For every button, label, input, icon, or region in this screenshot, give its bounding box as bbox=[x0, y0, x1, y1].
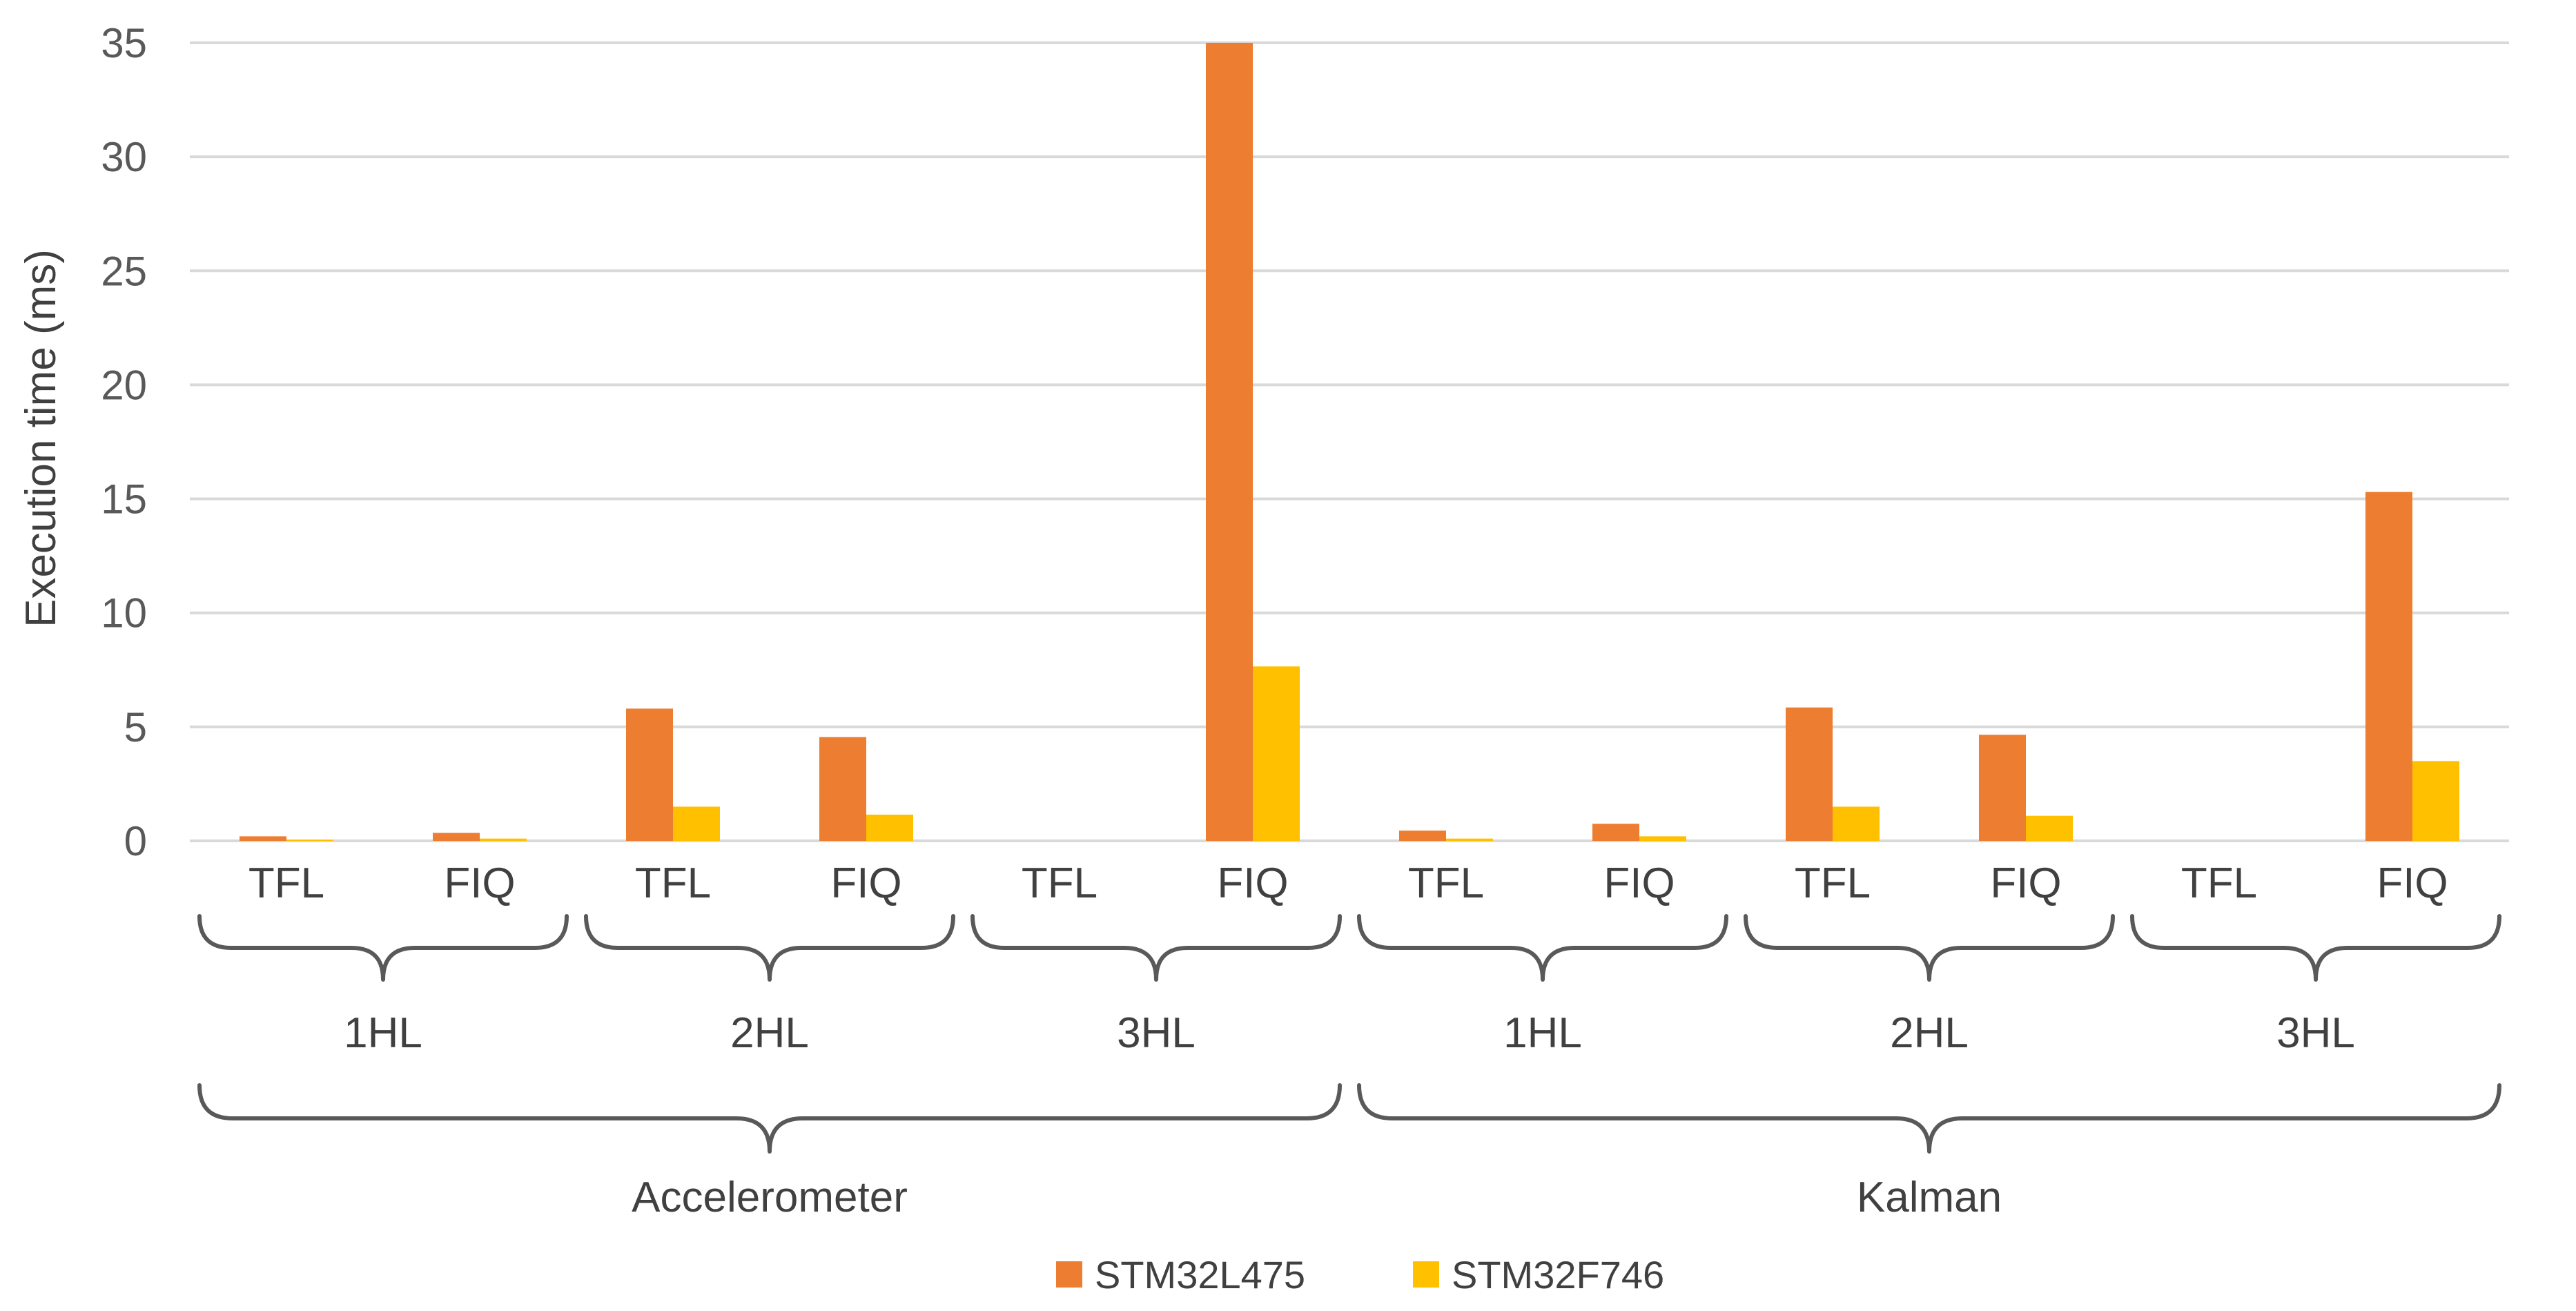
group-label: Accelerometer bbox=[632, 1174, 908, 1221]
bar-stm32l475 bbox=[240, 836, 286, 841]
category-label: TFL bbox=[635, 860, 711, 907]
subgroup-label: 2HL bbox=[730, 1009, 809, 1057]
subgroup-brace bbox=[970, 914, 1342, 982]
subgroup-brace bbox=[2130, 914, 2501, 982]
bar-stm32l475 bbox=[1786, 707, 1833, 841]
bar-stm32l475 bbox=[1399, 831, 1446, 841]
group-braces bbox=[197, 914, 2501, 1154]
bars bbox=[240, 43, 2459, 841]
legend: STM32L475 STM32F746 bbox=[1056, 1253, 1664, 1297]
subgroup-brace bbox=[584, 914, 955, 982]
y-tick-label: 20 bbox=[101, 362, 147, 408]
y-tick-label: 30 bbox=[101, 134, 147, 180]
y-tick-label: 0 bbox=[124, 818, 147, 864]
y-tick-label: 15 bbox=[101, 476, 147, 523]
y-tick-label: 25 bbox=[101, 248, 147, 294]
bar-stm32f746 bbox=[1253, 666, 1300, 841]
y-tick-label: 35 bbox=[101, 20, 147, 66]
y-tick-label: 10 bbox=[101, 590, 147, 637]
category-label: TFL bbox=[1795, 860, 1871, 907]
subgroup-label: 1HL bbox=[1503, 1009, 1582, 1057]
category-label: FIQ bbox=[2377, 860, 2448, 907]
y-axis-label: Execution time (ms) bbox=[17, 249, 65, 628]
y-tick-label: 5 bbox=[124, 704, 147, 750]
category-labels: TFL FIQ TFL FIQ TFL FIQ TFL FIQ TFL FIQ TFL FIQ 1HL 2… bbox=[248, 860, 2448, 1221]
bar-stm32l475 bbox=[1206, 43, 1253, 841]
subgroup-brace bbox=[197, 914, 569, 982]
subgroup-label: 2HL bbox=[1890, 1009, 1969, 1057]
bar-stm32l475 bbox=[1979, 735, 2026, 841]
subgroup-label: 1HL bbox=[344, 1009, 422, 1057]
bar-stm32f746 bbox=[2412, 761, 2459, 841]
subgroup-brace bbox=[1744, 914, 2115, 982]
bar-stm32f746 bbox=[480, 838, 527, 841]
bar-stm32l475 bbox=[1592, 824, 1639, 841]
category-label: FIQ bbox=[1990, 860, 2061, 907]
legend-swatch bbox=[1056, 1261, 1082, 1288]
bar-stm32f746 bbox=[286, 839, 333, 841]
bar-stm32l475 bbox=[819, 737, 866, 841]
bar-stm32l475 bbox=[2365, 492, 2412, 841]
category-label: TFL bbox=[248, 860, 324, 907]
legend-swatch bbox=[1413, 1261, 1439, 1288]
category-label: FIQ bbox=[444, 860, 515, 907]
subgroup-label: 3HL bbox=[2276, 1009, 2355, 1057]
group-brace bbox=[197, 1083, 1342, 1154]
bar-stm32f746 bbox=[1639, 836, 1686, 841]
bar-stm32l475 bbox=[626, 708, 673, 841]
bar-stm32f746 bbox=[2026, 815, 2073, 841]
gridlines bbox=[190, 41, 2509, 842]
category-label: FIQ bbox=[830, 860, 901, 907]
bar-stm32f746 bbox=[1446, 838, 1493, 841]
y-axis-ticks: 0 5 10 15 20 25 30 35 bbox=[101, 20, 147, 864]
legend-label: STM32L475 bbox=[1095, 1253, 1305, 1297]
legend-label: STM32F746 bbox=[1452, 1253, 1664, 1297]
category-label: TFL bbox=[1022, 860, 1097, 907]
bar-stm32l475 bbox=[433, 833, 480, 841]
group-label: Kalman bbox=[1857, 1174, 2002, 1221]
bar-stm32f746 bbox=[673, 806, 720, 841]
category-label: TFL bbox=[1408, 860, 1484, 907]
category-label: FIQ bbox=[1217, 860, 1288, 907]
bar-stm32f746 bbox=[866, 815, 913, 841]
subgroup-brace bbox=[1357, 914, 1728, 982]
bar-stm32f746 bbox=[1833, 806, 1880, 841]
subgroup-label: 3HL bbox=[1117, 1009, 1196, 1057]
group-brace bbox=[1357, 1083, 2501, 1154]
category-label: FIQ bbox=[1603, 860, 1675, 907]
category-label: TFL bbox=[2181, 860, 2257, 907]
